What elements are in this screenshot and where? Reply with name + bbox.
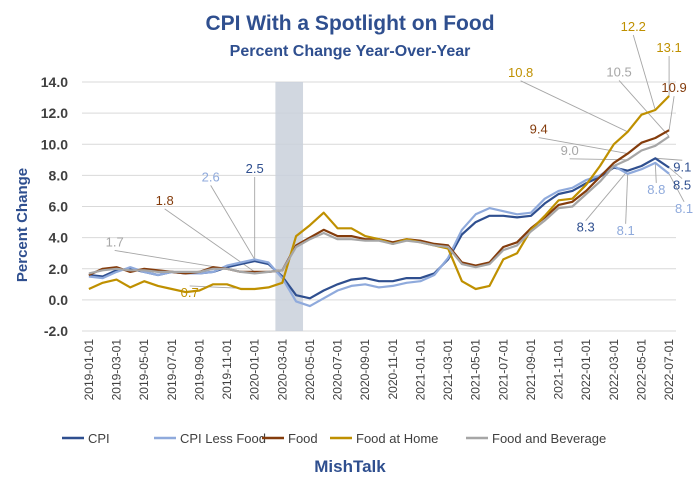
x-tick-label: 2022-03-01 xyxy=(607,339,621,401)
x-tick-label: 2022-07-01 xyxy=(662,339,676,401)
y-axis-ticks: -2.0 0.0 2.0 4.0 6.0 8.0 10.0 12.0 14.0 xyxy=(41,74,68,339)
data-annotations: 2.5 2.6 1.8 1.7 0.7 12.2 13.1 10.8 10.5 9.4 10.9 9.… xyxy=(106,19,693,300)
annotation-label: 0.7 xyxy=(181,285,199,300)
annotation-label: 1.8 xyxy=(156,193,174,208)
y-tick-label: 6.0 xyxy=(49,199,69,215)
y-tick-label: 10.0 xyxy=(41,136,68,152)
legend-label-food: Food xyxy=(288,431,318,446)
x-tick-label: 2020-03-01 xyxy=(275,339,289,401)
x-tick-label: 2019-03-01 xyxy=(110,339,124,401)
series-line-food-and-beverage xyxy=(88,135,670,275)
gridlines xyxy=(82,81,676,332)
annotation-label: 9.0 xyxy=(561,143,579,158)
y-tick-label: 14.0 xyxy=(41,74,68,90)
x-tick-label: 2020-09-01 xyxy=(358,339,372,401)
x-tick-label: 2019-01-01 xyxy=(82,339,96,401)
source-label: MishTalk xyxy=(314,457,386,476)
annotation-label: 12.2 xyxy=(621,19,646,34)
x-tick-label: 2020-01-01 xyxy=(248,339,262,401)
annotation-leader xyxy=(618,80,670,137)
x-tick-label: 2021-03-01 xyxy=(441,339,455,401)
annotation-leader xyxy=(668,167,683,179)
annotation-label: 8.1 xyxy=(675,201,693,216)
annotation-label: 9.1 xyxy=(673,159,691,174)
annotation-leader xyxy=(632,34,656,111)
series-line-food-at-home xyxy=(88,95,670,294)
annotation-label: 8.5 xyxy=(673,178,691,193)
annotation-label: 1.7 xyxy=(106,234,124,249)
series-lines xyxy=(88,95,670,308)
chart-subtitle: Percent Change Year-Over-Year xyxy=(230,43,471,60)
series-line-food xyxy=(88,129,670,277)
x-tick-label: 2019-09-01 xyxy=(192,339,206,401)
annotation-label: 10.9 xyxy=(661,80,686,95)
annotation-label: 9.4 xyxy=(530,122,548,137)
annotation-leader xyxy=(668,96,675,131)
x-tick-label: 2020-11-01 xyxy=(386,339,400,400)
x-tick-label: 2021-09-01 xyxy=(524,339,538,401)
annotation-label: 8.3 xyxy=(577,220,595,235)
x-axis-ticks: 2019-01-01 2019-03-01 2019-05-01 2019-07-01… xyxy=(82,339,676,401)
annotation-label: 2.6 xyxy=(202,169,220,184)
annotation-leader xyxy=(668,173,685,203)
annotation-label: 13.1 xyxy=(656,40,681,55)
legend-label-cpi-less-food: CPI Less Food xyxy=(180,431,266,446)
x-tick-label: 2020-07-01 xyxy=(331,339,345,401)
x-tick-label: 2021-07-01 xyxy=(496,339,510,401)
annotation-leader xyxy=(164,208,255,273)
y-tick-label: 0.0 xyxy=(49,292,69,308)
x-tick-label: 2021-05-01 xyxy=(469,339,483,401)
y-tick-label: 4.0 xyxy=(49,230,69,246)
x-tick-label: 2019-07-01 xyxy=(165,339,179,401)
annotation-label: 2.5 xyxy=(246,161,264,176)
shaded-period xyxy=(275,82,304,331)
x-tick-label: 2019-05-01 xyxy=(137,339,151,401)
legend-label-food-at-home: Food at Home xyxy=(356,431,438,446)
x-tick-label: 2019-11-01 xyxy=(220,339,234,400)
annotation-label: 10.8 xyxy=(508,65,533,80)
y-tick-label: 12.0 xyxy=(41,105,68,121)
x-tick-label: 2021-01-01 xyxy=(413,339,427,401)
y-tick-label: 2.0 xyxy=(49,261,69,277)
annotation-leader xyxy=(520,80,628,133)
chart-title: CPI With a Spotlight on Food xyxy=(205,12,494,35)
y-axis-label: Percent Change xyxy=(14,168,31,282)
annotation-label: 10.5 xyxy=(606,64,631,79)
annotation-label: 8.1 xyxy=(617,223,635,238)
x-tick-label: 2022-01-01 xyxy=(579,339,593,401)
annotation-leader-lines xyxy=(114,34,685,290)
x-tick-label: 2020-05-01 xyxy=(303,339,317,401)
x-tick-label: 2021-11-01 xyxy=(552,339,566,400)
y-tick-label: -2.0 xyxy=(44,323,68,339)
legend: CPI CPI Less Food Food Food at Home Food and… xyxy=(62,431,606,446)
annotation-label: 8.8 xyxy=(647,182,665,197)
annotation-leader xyxy=(538,137,628,155)
annotation-leader xyxy=(210,185,256,260)
x-tick-label: 2022-05-01 xyxy=(634,339,648,401)
annotation-leader xyxy=(655,157,683,161)
annotation-leader xyxy=(625,173,629,224)
annotation-leader xyxy=(654,162,657,183)
shaded-period-rect xyxy=(275,82,304,331)
y-tick-label: 8.0 xyxy=(49,167,69,183)
legend-label-food-and-beverage: Food and Beverage xyxy=(492,431,606,446)
annotation-leader xyxy=(585,170,628,221)
legend-label-cpi: CPI xyxy=(88,431,110,446)
